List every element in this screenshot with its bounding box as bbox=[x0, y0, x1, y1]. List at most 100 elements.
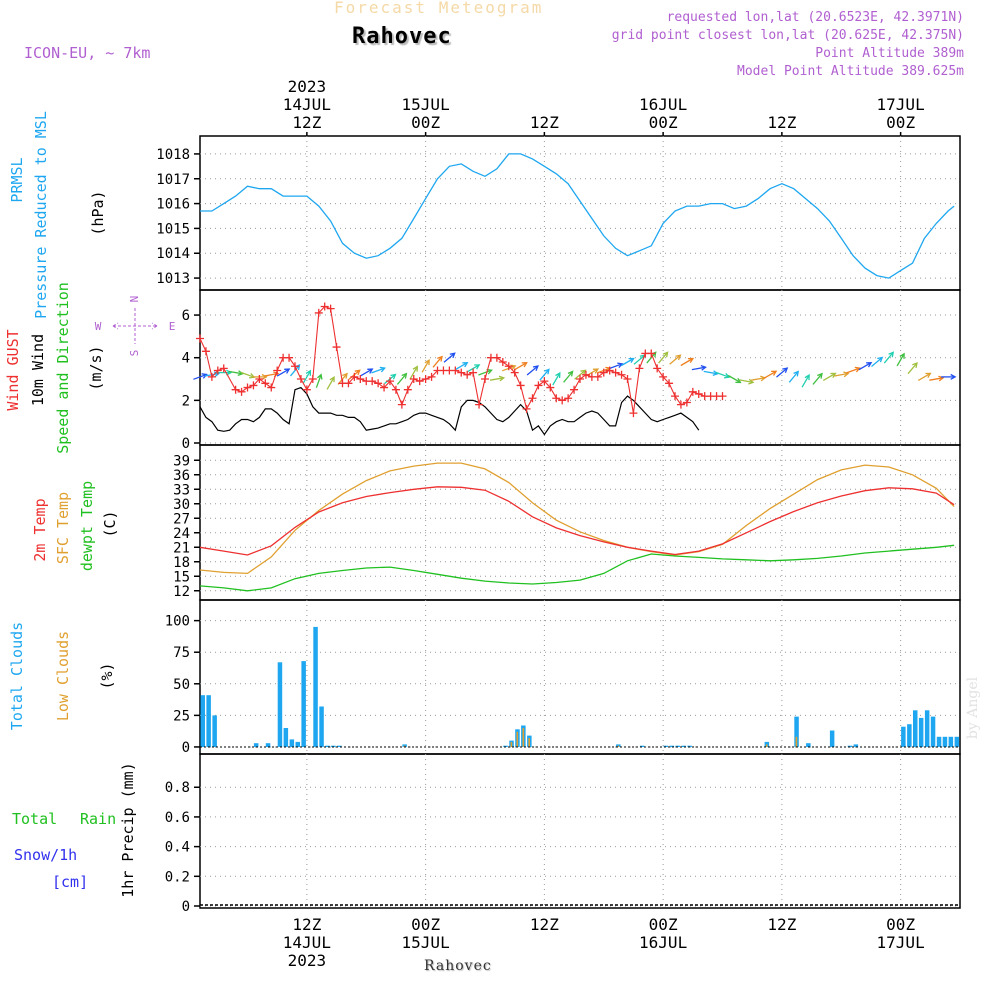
wind-arrow bbox=[454, 362, 468, 371]
bar-total-clouds bbox=[639, 745, 645, 747]
gust-marker bbox=[296, 375, 305, 384]
bar-total-clouds bbox=[913, 710, 918, 747]
gust-marker bbox=[688, 387, 697, 396]
legend-snow: Snow/1h bbox=[14, 846, 77, 864]
gust-marker bbox=[308, 375, 317, 384]
axis-label-temp: (C) bbox=[101, 510, 119, 537]
bar-total-clouds bbox=[948, 736, 954, 747]
bar-total-clouds bbox=[901, 726, 906, 747]
compass-rose-icon bbox=[112, 308, 158, 344]
wind-arrow-head bbox=[201, 373, 208, 379]
wind-arrow bbox=[907, 362, 918, 375]
wind-arrow bbox=[489, 377, 504, 381]
gust-marker bbox=[671, 392, 679, 401]
bar-low-clouds bbox=[516, 731, 519, 747]
y-tick-label: 39 bbox=[173, 453, 190, 469]
gust-marker bbox=[629, 409, 638, 418]
bar-total-clouds bbox=[337, 745, 342, 747]
bar-total-clouds bbox=[277, 662, 283, 747]
bar-total-clouds bbox=[924, 710, 930, 747]
gust-marker bbox=[344, 379, 353, 388]
y-tick-label: 0.2 bbox=[165, 869, 190, 885]
bar-total-clouds bbox=[313, 626, 318, 747]
wind-arrow-head bbox=[700, 364, 707, 371]
wind-arrow-head bbox=[866, 362, 873, 368]
gust-marker bbox=[243, 383, 252, 392]
gust-marker bbox=[463, 370, 472, 379]
bar-total-clouds bbox=[402, 744, 407, 747]
y-tick-label: 100 bbox=[165, 614, 190, 630]
gust-marker bbox=[201, 347, 210, 356]
y-tick-label: 75 bbox=[173, 645, 190, 661]
compass-east: E bbox=[169, 320, 176, 333]
y-tick-label: 1014 bbox=[156, 246, 190, 262]
wind-arrow-head bbox=[555, 371, 561, 379]
series-sfc-temp bbox=[199, 462, 955, 575]
wind-arrow-head bbox=[782, 367, 789, 374]
gust-marker bbox=[611, 368, 620, 377]
wind-arrow bbox=[846, 367, 860, 374]
y-tick-label: 6 bbox=[182, 308, 190, 324]
grid-point-coords: grid point closest lon,lat (20.625E, 42.… bbox=[611, 28, 964, 43]
y-tick-label: 0.4 bbox=[165, 840, 190, 856]
series-wind-10m bbox=[199, 386, 700, 436]
footer-location: Rahovec bbox=[424, 958, 492, 974]
bar-total-clouds bbox=[907, 724, 912, 747]
wind-arrow bbox=[801, 374, 810, 388]
gust-marker bbox=[415, 377, 424, 386]
wind-arrow bbox=[822, 372, 836, 381]
gust-marker bbox=[314, 308, 323, 317]
bar-low-clouds bbox=[522, 728, 525, 747]
wind-arrow-head bbox=[354, 369, 361, 376]
gust-marker bbox=[576, 375, 584, 384]
time-hour-bottom: 00Z bbox=[649, 915, 678, 934]
bar-total-clouds bbox=[325, 745, 330, 747]
legend-10m-wind: 10m Wind bbox=[29, 334, 47, 406]
gust-marker bbox=[481, 375, 489, 384]
series-2m-temp bbox=[199, 486, 955, 556]
wind-arrow-head bbox=[580, 369, 587, 376]
time-hour-bottom: 00Z bbox=[411, 915, 440, 934]
bar-total-clouds bbox=[212, 715, 217, 747]
panel-frame bbox=[199, 753, 961, 909]
wind-arrow bbox=[563, 371, 574, 383]
wind-arrow-head bbox=[342, 372, 348, 379]
time-hour-bottom: 00Z bbox=[886, 915, 915, 934]
time-date-bottom: 15JUL bbox=[402, 933, 450, 952]
wind-arrow-head bbox=[877, 356, 884, 363]
y-tick-label: 15 bbox=[173, 569, 190, 585]
bar-total-clouds bbox=[853, 744, 859, 747]
y-tick-label: 1017 bbox=[156, 172, 190, 188]
bar-total-clouds bbox=[675, 745, 680, 747]
gust-marker bbox=[409, 375, 418, 384]
gust-marker bbox=[605, 366, 614, 375]
gust-marker bbox=[694, 389, 703, 398]
y-tick-label: 36 bbox=[173, 468, 190, 484]
gust-marker bbox=[451, 366, 460, 375]
gust-marker bbox=[581, 370, 590, 379]
y-tick-label: 50 bbox=[173, 677, 190, 693]
series-wind-gust bbox=[199, 305, 723, 414]
gust-marker bbox=[498, 357, 507, 366]
chart-title: Forecast Meteogram bbox=[334, 0, 544, 17]
gust-marker bbox=[196, 334, 204, 343]
wind-arrow bbox=[917, 372, 931, 381]
wind-arrow bbox=[608, 363, 623, 370]
wind-arrow-head bbox=[424, 359, 430, 366]
gust-marker bbox=[249, 381, 258, 390]
gust-marker bbox=[593, 372, 602, 381]
wind-arrow-head bbox=[938, 375, 945, 382]
gust-marker bbox=[599, 368, 608, 377]
gust-marker bbox=[291, 362, 299, 371]
wind-arrow-head bbox=[912, 361, 918, 369]
wind-arrow-head bbox=[390, 373, 397, 380]
wind-arrow-head bbox=[817, 372, 823, 379]
time-hour-bottom: 12Z bbox=[530, 915, 559, 934]
wind-arrow bbox=[763, 370, 777, 379]
wind-arrow bbox=[658, 351, 669, 364]
bar-low-clouds bbox=[403, 745, 406, 747]
bar-total-clouds bbox=[663, 745, 669, 747]
time-date-top: 17JUL bbox=[877, 95, 925, 114]
wind-arrow bbox=[776, 367, 788, 378]
